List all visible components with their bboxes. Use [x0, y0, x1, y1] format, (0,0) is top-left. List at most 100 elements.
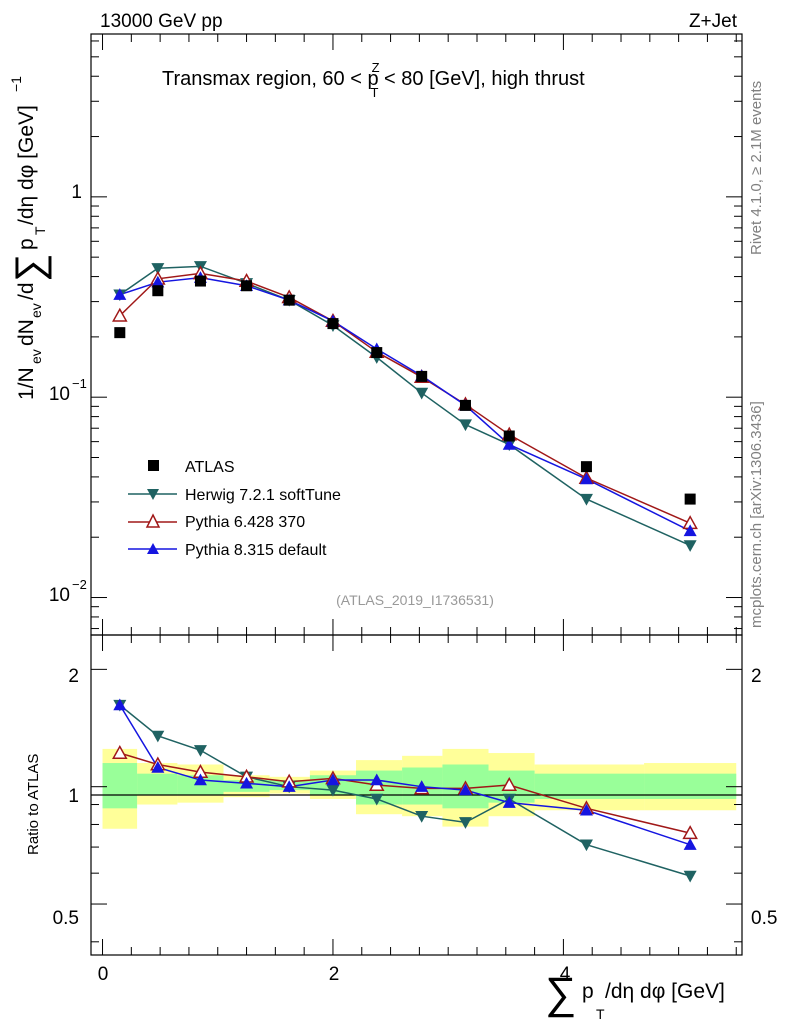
legend: ATLAS Herwig 7.2.1 softTune Pythia 6.428… [128, 459, 341, 559]
point-herwig-7-2-1-softtune-10 [579, 493, 593, 506]
energy-label: 13000 GeV pp [100, 11, 223, 32]
svg-text:dN: dN [15, 319, 38, 346]
rivet-label: Rivet 4.1.0, ≥ 2.1M events [748, 81, 765, 255]
svg-text:/d: /d [15, 282, 38, 300]
series-line-herwig-7-2-1-softtune [119, 265, 691, 547]
legend-label-herwig: Herwig 7.2.1 softTune [185, 487, 341, 504]
atlas-point-8 [459, 399, 471, 411]
atlas-point-11 [684, 493, 696, 505]
point-herwig-7-2-1-softtune-7 [415, 387, 429, 400]
ratio-point-herwig-7-2-1-softtune-8 [458, 817, 472, 829]
point-pythia-8-315-default-10 [579, 472, 593, 485]
point-herwig-7-2-1-softtune-11 [683, 540, 697, 552]
legend-label-py6: Pythia 6.428 370 [185, 514, 305, 531]
legend-marker-py8 [147, 543, 159, 554]
main-y-tick-label-1: 1 [71, 182, 82, 203]
atlas-point-5 [327, 318, 339, 330]
ratio-point-herwig-7-2-1-softtune-1 [151, 730, 165, 743]
mcplots-label: mcplots.cern.ch [arXiv:1306.3436] [748, 401, 765, 628]
legend-marker-atlas [148, 460, 159, 471]
ratio-y-tick-label-1: 1 [68, 786, 79, 807]
ratio-y-axis-label: Ratio to ATLAS [25, 754, 42, 855]
x-axis-label-p: p [582, 980, 594, 1003]
x-axis-label-rest: /dη dφ [GeV] [605, 980, 725, 1003]
plot-title-sup: Z [372, 60, 380, 75]
atlas-point-1 [152, 285, 164, 297]
svg-text:−1: −1 [8, 76, 24, 92]
x-tick-label-2: 2 [329, 964, 340, 985]
ratio-point-pythia-8-315-default-5 [326, 773, 340, 786]
process-label: Z+Jet [689, 11, 738, 32]
ratio-point-pythia-8-315-default-3 [240, 776, 254, 789]
legend-label-atlas: ATLAS [185, 459, 235, 476]
svg-text:p: p [15, 238, 38, 250]
ratio-point-herwig-7-2-1-softtune-2 [193, 745, 207, 757]
legend-marker-herwig [147, 489, 159, 500]
plot-title-post: < 80 [GeV], high thrust [379, 68, 586, 90]
atlas-point-0 [114, 327, 126, 339]
ratio-point-herwig-7-2-1-softtune-7 [415, 811, 429, 823]
svg-text:T: T [32, 226, 48, 235]
ratio-point-pythia-8-315-default-10 [579, 803, 593, 816]
plot-title-sub: T [371, 85, 379, 100]
band-inner-0 [102, 763, 138, 809]
ratio-line-herwig-7-2-1-softtune [119, 704, 691, 877]
x-tick-label-4: 4 [560, 964, 571, 985]
atlas-point-6 [371, 347, 383, 359]
ratio-y-tick-label-2-right: 2 [751, 666, 762, 687]
chart-series [112, 261, 698, 883]
ratio-point-herwig-7-2-1-softtune-6 [370, 793, 384, 806]
x-tick-label-0: 0 [98, 964, 109, 985]
ratio-point-pythia-8-315-default-8 [458, 783, 472, 796]
main-y-tick-base-0.1: 10 [49, 384, 70, 405]
legend-marker-py6 [145, 513, 161, 528]
analysis-id: (ATLAS_2019_I1736531) [336, 592, 494, 608]
plot-title-pre: Transmax region, 60 < p [162, 68, 379, 90]
main-y-tick-exp-0.1: −1 [72, 376, 87, 391]
band-inner-1 [137, 773, 178, 796]
ratio-line-pythia-6-428-370 [119, 752, 691, 834]
ratio-point-pythia-6-428-370-0 [112, 744, 128, 759]
ratio-point-pythia-8-315-default-4 [282, 780, 296, 792]
axis-ticks [91, 34, 742, 955]
svg-text:/dη dφ [GeV]: /dη dφ [GeV] [15, 105, 38, 225]
x-axis-label-sub: T [596, 1006, 605, 1022]
ratio-point-pythia-8-315-default-0 [113, 698, 127, 711]
x-axis-label: p [582, 980, 594, 1003]
x-axis-label-sigma: ∑ [545, 969, 576, 1018]
main-y-tick-base-0.01: 10 [49, 585, 70, 606]
ratio-y-tick-label-0.5: 0.5 [53, 908, 79, 929]
ratio-point-herwig-7-2-1-softtune-10 [579, 839, 593, 852]
ratio-point-pythia-8-315-default-11 [683, 838, 697, 850]
ratio-y-tick-label-0.5-right: 0.5 [751, 908, 777, 929]
point-pythia-8-315-default-11 [683, 524, 697, 537]
point-pythia-8-315-default-1 [151, 275, 165, 288]
point-pythia-6-428-370-0 [112, 307, 128, 322]
ratio-point-pythia-8-315-default-1 [151, 761, 165, 773]
atlas-point-7 [416, 370, 428, 382]
ratio-point-pythia-8-315-default-6 [370, 773, 384, 786]
legend-label-py8: Pythia 8.315 default [185, 542, 327, 559]
ratio-point-pythia-8-315-default-2 [193, 773, 207, 786]
atlas-point-4 [283, 294, 295, 306]
main-y-tick-label-0.1: 10 [49, 384, 70, 405]
atlas-point-3 [241, 280, 253, 292]
ratio-point-pythia-6-428-370-9 [501, 776, 518, 791]
main-y-tick-exp-0.01: −2 [72, 577, 87, 592]
atlas-point-10 [580, 461, 592, 473]
plot-title: Transmax region, 60 < pZ T < 80 [GeV], hi… [162, 60, 585, 100]
svg-text:1/N: 1/N [15, 367, 38, 400]
ratio-y-tick-label-2: 2 [68, 666, 79, 687]
svg-text:ev: ev [28, 303, 44, 318]
ratio-point-pythia-8-315-default-7 [415, 780, 429, 792]
main-y-tick-label-0.01: 10 [49, 585, 70, 606]
point-herwig-7-2-1-softtune-1 [151, 263, 165, 275]
point-pythia-8-315-default-0 [113, 288, 127, 300]
ratio-point-pythia-8-315-default-9 [502, 796, 516, 808]
svg-text:∑: ∑ [8, 253, 52, 282]
ratio-point-herwig-7-2-1-softtune-5 [326, 784, 340, 797]
svg-text:ev: ev [28, 349, 44, 364]
point-pythia-8-315-default-9 [502, 438, 516, 450]
main-y-axis-label: 1/N ev dN ev /d ∑ p T /dη dφ [GeV] −1 [8, 76, 52, 400]
